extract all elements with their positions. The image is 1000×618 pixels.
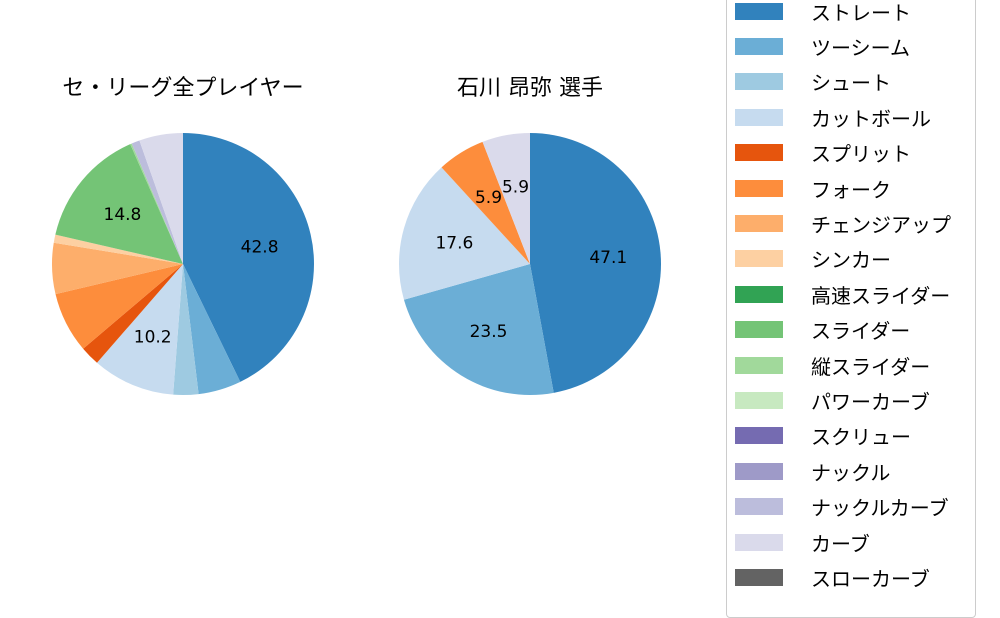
legend-swatch: [735, 214, 783, 232]
pie-slice: [403, 264, 554, 395]
pie-slice: [55, 144, 184, 264]
legend-swatch: [735, 321, 783, 339]
legend-swatch: [735, 391, 783, 409]
legend-swatch: [735, 108, 783, 126]
legend-item: ストレート: [735, 0, 911, 25]
pie-slice: [139, 133, 183, 264]
legend-item: ツーシーム: [735, 32, 910, 60]
legend-item: パワーカーブ: [735, 386, 930, 414]
pie-slice: [399, 167, 530, 300]
legend-item: カーブ: [735, 528, 870, 556]
legend-label: スライダー: [811, 319, 911, 344]
legend-label: シンカー: [811, 248, 891, 273]
legend-label: ナックルカーブ: [811, 496, 949, 521]
legend-swatch: [735, 462, 783, 480]
legend-label: パワーカーブ: [811, 389, 930, 414]
legend-item: 縦スライダー: [735, 351, 930, 379]
pie-slice: [441, 141, 530, 264]
legend-swatch: [735, 250, 783, 268]
legend-label: 高速スライダー: [811, 283, 951, 308]
pie-slice: [96, 264, 183, 395]
slice-value-label: 14.8: [104, 205, 142, 225]
legend-label: スクリュー: [811, 425, 911, 450]
slice-value-label: 23.5: [470, 322, 508, 342]
legend-label: ストレート: [811, 0, 911, 25]
legend-swatch: [735, 427, 783, 445]
legend-swatch: [735, 356, 783, 374]
legend-item: スクリュー: [735, 422, 911, 450]
legend-label: シュート: [811, 71, 891, 96]
legend-item: スプリット: [735, 139, 911, 167]
legend-swatch: [735, 533, 783, 551]
pie-slice: [83, 264, 183, 363]
legend-label: フォーク: [811, 177, 891, 202]
legend-item: チェンジアップ: [735, 209, 951, 237]
legend: ストレートツーシームシュートカットボール スプリットフォークチェンジアップ シンカー…: [726, 0, 976, 618]
legend-label: ナックル: [811, 460, 891, 485]
slice-value-label: 42.8: [241, 237, 279, 257]
legend-swatch: [735, 179, 783, 197]
pie-slice: [173, 264, 199, 395]
slice-value-label: 5.9: [475, 188, 502, 208]
legend-label: ツーシーム: [811, 35, 910, 60]
legend-label: スプリット: [811, 142, 911, 167]
pie-slice: [55, 264, 183, 349]
pie-slice: [183, 133, 314, 382]
legend-label: チェンジアップ: [811, 212, 951, 237]
slice-value-label: 17.6: [435, 234, 473, 254]
legend-item: シュート: [735, 68, 891, 96]
pie-charts: 42.8 10.2 14.8 47.1 23.5 17.6 5.95.9: [52, 133, 662, 395]
legend-item: シンカー: [735, 245, 891, 273]
legend-label: カットボール: [811, 106, 931, 131]
left-chart-title: セ・リーグ全プレイヤー: [62, 76, 304, 101]
pie-slice: [183, 264, 241, 395]
legend-swatch: [735, 144, 783, 162]
legend-item: スローカーブ: [735, 563, 930, 591]
legend-label: 縦スライダー: [811, 354, 931, 379]
legend-label: スローカーブ: [811, 566, 930, 591]
legend-item: ナックルカーブ: [735, 493, 949, 521]
legend-label: カーブ: [811, 531, 870, 556]
legend-swatch: [735, 568, 783, 586]
pie-slice: [530, 133, 662, 393]
right-chart-title: 石川 昂弥 選手: [457, 76, 603, 101]
legend-swatch: [735, 73, 783, 91]
legend-swatch: [735, 37, 783, 55]
pie-slice: [52, 242, 184, 295]
pie-slice: [130, 143, 183, 264]
legend-item: フォーク: [735, 174, 891, 202]
legend-item: 高速スライダー: [735, 280, 950, 308]
legend-swatch: [735, 2, 783, 20]
player-pie-chart: 47.1 23.5 17.6 5.95.9: [399, 133, 662, 395]
legend-item: スライダー: [735, 316, 910, 344]
slice-value-label: 47.1: [589, 248, 627, 268]
legend-item: カットボール: [735, 103, 931, 131]
league-pie-chart: 42.8 10.2 14.8: [52, 133, 314, 395]
legend-item: ナックル: [735, 457, 890, 485]
pie-slice: [131, 140, 183, 264]
pie-slice: [53, 234, 183, 264]
slice-value-label: 10.2: [134, 328, 172, 348]
slice-value-label: 5.9: [502, 178, 529, 198]
pie-slice: [482, 133, 530, 264]
legend-swatch: [735, 498, 783, 516]
legend-swatch: [735, 285, 783, 303]
